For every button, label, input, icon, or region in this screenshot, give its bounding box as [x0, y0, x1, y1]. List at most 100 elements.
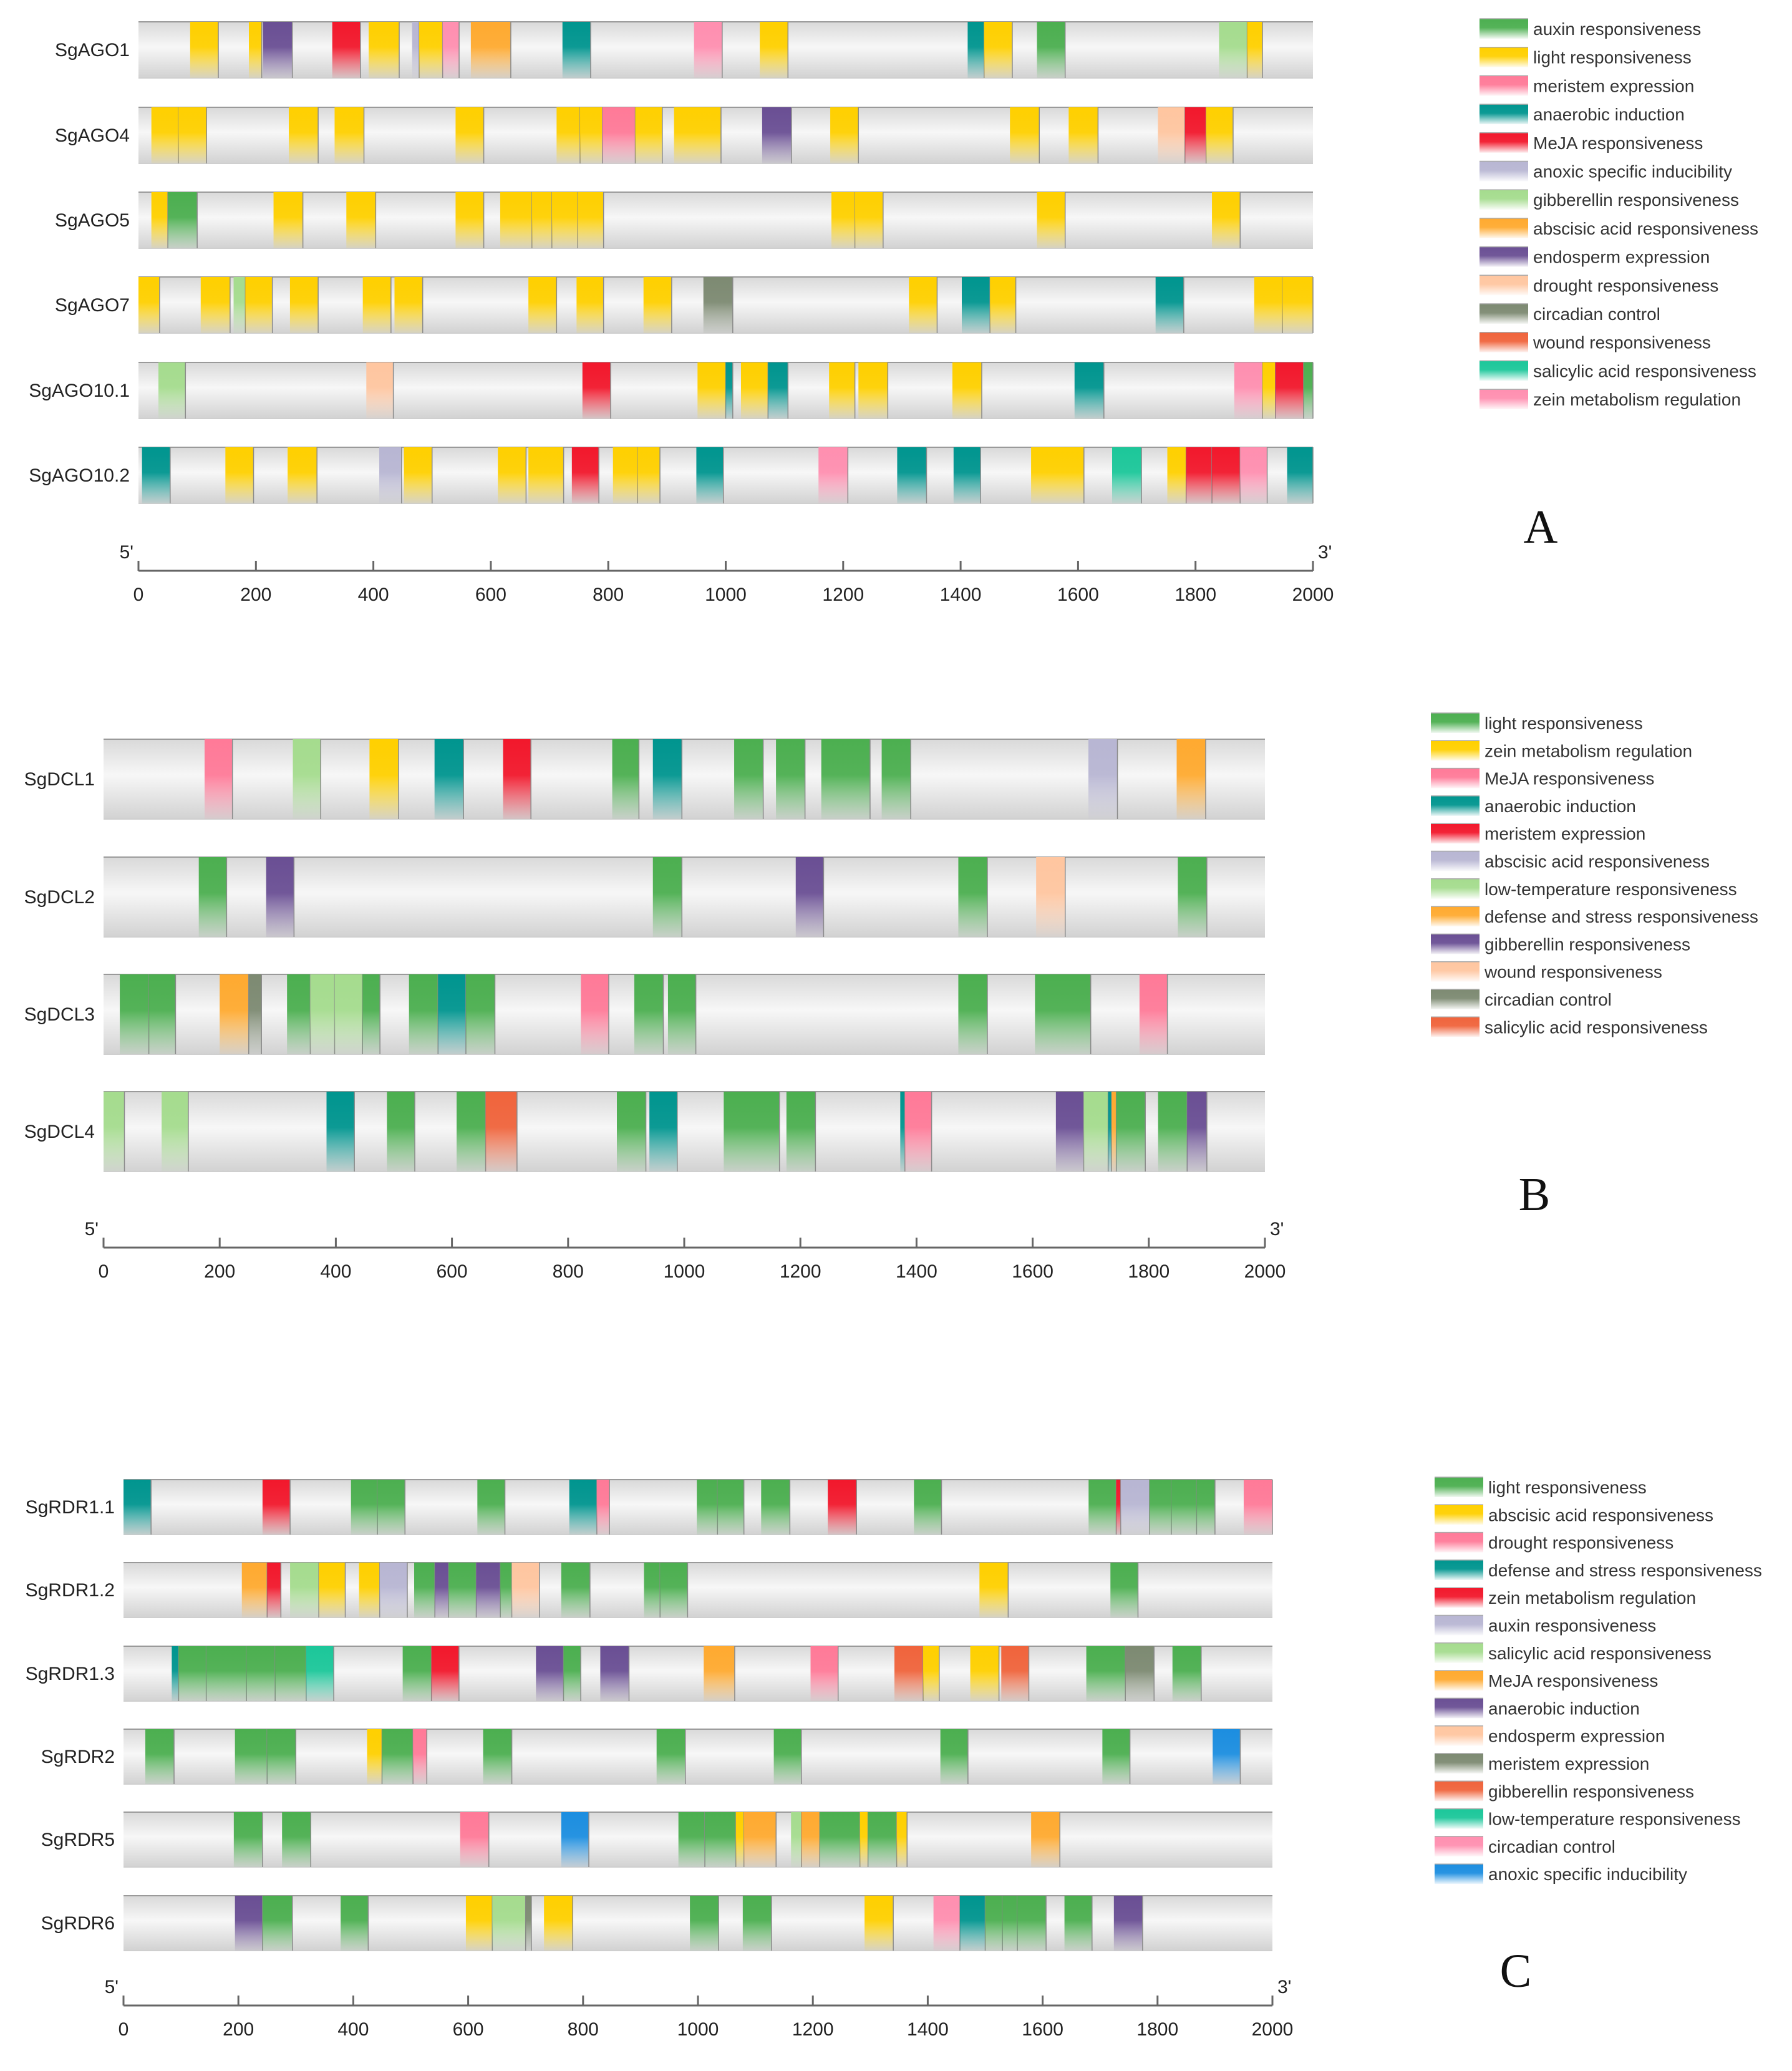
axis-tick-label: 1400: [896, 1261, 937, 1282]
cis-element-anoxic-specific-inducibility: [561, 1812, 589, 1867]
legend-item: drought responsiveness: [1435, 1531, 1673, 1553]
legend-label: circadian control: [1484, 990, 1612, 1009]
gene-name: SgRDR5: [41, 1830, 115, 1850]
legend-label: anaerobic induction: [1484, 797, 1636, 816]
cis-element-abscisic-acid-responsiveness: [319, 1563, 346, 1618]
cis-element-light-responsiveness: [145, 1729, 175, 1784]
cis-element-salicylic-acid-responsiveness: [1112, 447, 1142, 503]
cis-element-light-responsiveness: [528, 447, 564, 503]
cis-element-low-temperature-responsiveness: [334, 974, 363, 1054]
legend-item: circadian control: [1431, 989, 1612, 1009]
axis-end-label: 3': [1277, 1977, 1291, 1997]
legend-swatch: [1435, 1753, 1483, 1773]
legend-swatch: [1435, 1477, 1483, 1497]
axis-tick-label: 1400: [940, 584, 982, 605]
cis-element-abscisic-acid-responsiveness: [735, 1812, 744, 1867]
cis-element-auxin-responsiveness: [379, 1563, 407, 1618]
legend-label: gibberellin responsiveness: [1484, 934, 1690, 954]
legend-label: drought responsiveness: [1488, 1533, 1673, 1553]
axis-tick-label: 600: [475, 584, 506, 605]
cis-element-light-responsiveness: [761, 1480, 790, 1535]
cis-element-light-responsiveness: [563, 1646, 581, 1701]
cis-element-zein-metabolism-regulation: [694, 22, 722, 78]
cis-element-light-responsiveness: [394, 277, 423, 333]
cis-element-drought-responsiveness: [413, 1729, 427, 1784]
gene-name: SgDCL4: [24, 1122, 95, 1142]
axis-tick-label: 1200: [792, 2019, 834, 2040]
legend-item: defense and stress responsiveness: [1431, 906, 1758, 927]
cis-element-endosperm-expression: [263, 22, 293, 78]
legend-swatch: [1480, 275, 1528, 296]
legend-item: anoxic specific inducibility: [1435, 1863, 1687, 1884]
cis-element-light-responsiveness: [249, 22, 262, 78]
position-axis: 0 200 400 600 800 1000 1200 1400 1600 1800 2000 5' 3…: [105, 1977, 1294, 2040]
cis-element-auxin-responsiveness: [168, 192, 198, 248]
axis-tick-label: 1800: [1174, 584, 1216, 605]
cis-element-light-responsiveness: [580, 107, 603, 163]
legend-label: salicylic acid responsiveness: [1488, 1644, 1712, 1663]
legend-label: meristem expression: [1484, 824, 1645, 843]
cis-element-abscisic-acid-responsiveness: [970, 1646, 999, 1701]
cis-element-light-responsiveness: [1172, 1646, 1201, 1701]
cis-element-light-responsiveness: [531, 192, 552, 248]
cis-element-salicylic-acid-responsiveness: [791, 1812, 802, 1867]
cis-element-light-responsiveness: [724, 1092, 780, 1171]
gene-name: SgAGO1: [55, 40, 130, 61]
cis-element-light-responsiveness: [881, 739, 911, 819]
cis-element-light-responsiveness: [660, 1563, 688, 1618]
axis-tick-label: 200: [240, 584, 271, 605]
cis-element-anaerobic-induction: [953, 447, 981, 503]
legend-item: salicylic acid responsiveness: [1431, 1016, 1708, 1037]
legend-swatch: [1435, 1532, 1483, 1553]
cis-element-light-responsiveness: [1031, 447, 1084, 503]
gene-name: SgAGO4: [55, 125, 130, 146]
legend-label: zein metabolism regulation: [1484, 741, 1692, 760]
cis-element-meja-responsiveness: [904, 1092, 932, 1171]
legend-item: anoxic specific inducibility: [1480, 160, 1732, 182]
cis-element-light-responsiveness: [528, 277, 557, 333]
cis-element-light-responsiveness: [1035, 974, 1091, 1054]
axis-tick-label: 400: [320, 1261, 351, 1282]
cis-element-anaerobic-induction: [562, 22, 591, 78]
cis-element-meristem-expression: [503, 739, 531, 819]
axis-tick-label: 1800: [1136, 2019, 1178, 2040]
cis-element-salicylic-acid-responsiveness: [290, 1563, 319, 1618]
cis-element-anaerobic-induction: [326, 1092, 355, 1171]
cis-element-light-responsiveness: [868, 1812, 897, 1867]
cis-element-meja-responsiveness: [1212, 447, 1241, 503]
cis-element-light-responsiveness: [829, 362, 855, 419]
cis-element-light-responsiveness: [1196, 1480, 1215, 1535]
legend-label: endosperm expression: [1488, 1727, 1665, 1746]
cis-element-light-responsiveness: [985, 1896, 1003, 1951]
gene-name: SgRDR1.2: [26, 1580, 115, 1601]
cis-element-light-responsiveness: [457, 1092, 486, 1171]
cis-element-light-responsiveness: [634, 974, 664, 1054]
cis-element-light-responsiveness: [637, 447, 661, 503]
cis-element-light-responsiveness: [990, 277, 1016, 333]
axis-tick-label: 1600: [1012, 1261, 1053, 1282]
axis-start-label: 5': [105, 1977, 119, 1997]
cis-element-light-responsiveness: [267, 1729, 296, 1784]
cis-element-light-responsiveness: [740, 362, 768, 419]
legend-label: abscisic acid responsiveness: [1488, 1505, 1713, 1525]
legend-swatch: [1431, 934, 1480, 954]
legend-item: drought responsiveness: [1480, 274, 1718, 296]
cis-element-light-responsiveness: [940, 1729, 968, 1784]
axis-tick-label: 0: [99, 1261, 109, 1282]
legend-label: zein metabolism regulation: [1488, 1588, 1696, 1608]
legend-label: anoxic specific inducibility: [1488, 1865, 1687, 1884]
gene-name: SgAGO7: [55, 295, 130, 316]
axis-start-label: 5': [120, 542, 133, 563]
cis-element-light-responsiveness: [148, 974, 176, 1054]
cis-element-light-responsiveness: [362, 974, 380, 1054]
legend-item: meristem expression: [1435, 1753, 1649, 1773]
cis-element-zein-metabolism-regulation: [828, 1480, 857, 1535]
panel-letter: A: [1524, 501, 1558, 553]
cis-element-endosperm-expression: [762, 107, 792, 163]
cis-element-circadian-control: [703, 277, 733, 333]
cis-element-light-responsiveness: [334, 107, 364, 163]
legend-swatch: [1480, 104, 1528, 125]
cis-element-light-responsiveness: [643, 277, 672, 333]
cis-element-zein-metabolism-regulation: [267, 1563, 281, 1618]
cis-element-light-responsiveness: [235, 1729, 268, 1784]
